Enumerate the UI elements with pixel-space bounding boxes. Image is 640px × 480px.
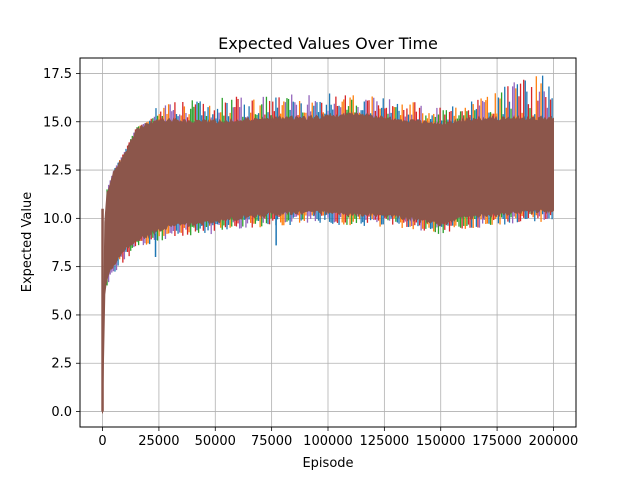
x-tick-label: 50000 [195,434,236,449]
x-tick-label: 125000 [360,434,410,449]
y-tick-label: 2.5 [51,357,72,372]
x-tick-label: 25000 [138,434,179,449]
y-axis-label: Expected Value [20,192,35,292]
y-tick-label: 7.5 [51,260,72,275]
x-tick-label: 100000 [303,434,353,449]
series-band [102,111,554,414]
chart-title: Expected Values Over Time [218,34,438,53]
y-tick-label: 10.0 [43,212,72,227]
x-tick-label: 175000 [472,434,522,449]
x-tick-label: 150000 [416,434,466,449]
y-tick-label: 5.0 [51,308,72,323]
y-tick-label: 0.0 [51,405,72,420]
y-tick-label: 12.5 [43,164,72,179]
x-tick-label: 75000 [251,434,292,449]
ticks: 0 25000 50000 75000 100000 125000 150000 175000… [43,67,578,449]
x-tick-label: 0 [98,434,106,449]
y-tick-label: 15.0 [43,115,72,130]
x-axis-label: Episode [302,456,353,471]
x-tick-label: 200000 [529,434,579,449]
plot-area [101,75,554,414]
y-tick-label: 17.5 [43,67,72,82]
